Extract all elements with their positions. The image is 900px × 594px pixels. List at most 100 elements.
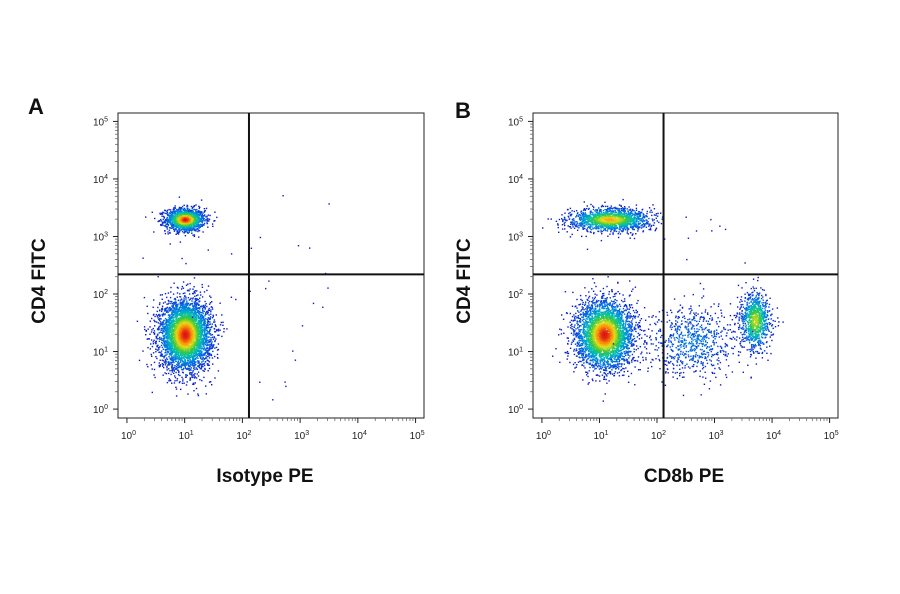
event-dot xyxy=(192,306,195,308)
event-dot xyxy=(166,347,169,350)
event-dot xyxy=(182,287,185,289)
event-dot xyxy=(173,369,175,371)
event-dot xyxy=(180,217,182,220)
event-dot xyxy=(217,328,220,330)
event-dot xyxy=(161,215,163,217)
event-dot xyxy=(193,349,196,351)
event-dot xyxy=(188,365,190,367)
event-dot xyxy=(180,288,183,290)
event-dot xyxy=(173,221,176,223)
event-dot xyxy=(192,226,195,228)
event-dot xyxy=(163,221,165,224)
event-dot xyxy=(194,326,197,329)
event-dot xyxy=(164,301,166,303)
event-dot xyxy=(190,226,193,228)
event-dot xyxy=(176,378,179,380)
event-dot xyxy=(187,220,189,222)
event-dot xyxy=(185,336,187,339)
event-dot xyxy=(214,377,216,379)
event-dot xyxy=(165,329,167,332)
event-dot xyxy=(208,314,210,316)
event-dot xyxy=(168,331,171,334)
event-dot xyxy=(160,220,163,222)
event-dot xyxy=(222,324,224,326)
event-dot xyxy=(165,331,167,334)
event-dot xyxy=(210,296,212,299)
event-dot xyxy=(210,381,212,383)
event-dot xyxy=(173,218,176,220)
event-dot xyxy=(192,345,194,347)
event-dot xyxy=(188,299,190,301)
event-dot xyxy=(170,217,172,219)
event-dot xyxy=(182,281,185,283)
event-dot xyxy=(197,365,199,367)
event-dot xyxy=(188,222,190,225)
event-dot xyxy=(204,321,206,324)
event-dot xyxy=(166,339,169,341)
event-dot xyxy=(180,299,182,301)
event-dot xyxy=(177,218,179,221)
event-dot xyxy=(166,381,169,384)
event-dot xyxy=(202,219,205,221)
event-dot xyxy=(188,231,190,233)
event-dot xyxy=(190,230,193,232)
event-dot xyxy=(164,325,167,328)
event-dot xyxy=(173,219,176,222)
event-dot xyxy=(197,335,200,337)
event-dot xyxy=(160,355,163,357)
event-dot xyxy=(158,329,160,331)
event-dot xyxy=(151,355,153,357)
event-dot xyxy=(193,353,195,356)
event-dot xyxy=(196,337,198,339)
event-dot xyxy=(195,226,197,228)
event-dot xyxy=(207,336,209,338)
event-dot xyxy=(174,313,176,316)
event-dot xyxy=(182,226,184,228)
event-dot xyxy=(177,213,180,215)
event-dot xyxy=(199,323,201,325)
event-dot xyxy=(194,212,196,214)
event-dot xyxy=(193,338,195,340)
event-dot xyxy=(190,345,193,347)
event-dot xyxy=(166,209,169,212)
event-dot xyxy=(189,369,191,371)
event-dot xyxy=(163,331,165,333)
event-dot xyxy=(200,350,203,352)
event-dot xyxy=(176,225,178,227)
event-dot xyxy=(192,352,194,355)
event-dot xyxy=(177,215,180,218)
event-dot xyxy=(188,219,191,222)
event-dot xyxy=(198,227,200,229)
event-dot xyxy=(151,345,154,348)
event-dot xyxy=(165,308,167,310)
event-dot xyxy=(178,343,180,345)
event-dot xyxy=(194,368,196,371)
event-dot xyxy=(202,311,204,313)
event-dot xyxy=(180,207,182,210)
event-dot xyxy=(194,290,196,292)
event-dot xyxy=(190,319,192,321)
event-dot xyxy=(155,351,157,353)
event-dot xyxy=(168,315,171,318)
event-dot xyxy=(195,338,198,341)
event-dot xyxy=(166,365,168,368)
event-dot xyxy=(176,209,179,211)
event-dot xyxy=(186,227,189,229)
event-dot xyxy=(184,224,187,226)
event-dot xyxy=(178,303,180,305)
event-dot xyxy=(157,326,160,329)
event-dot xyxy=(191,309,193,312)
event-dot xyxy=(174,223,176,225)
event-dot xyxy=(168,333,170,335)
event-dot xyxy=(175,349,178,352)
event-dot xyxy=(178,332,180,334)
event-dot xyxy=(200,217,202,219)
event-dot xyxy=(167,233,169,235)
event-dot xyxy=(205,312,207,314)
event-dot xyxy=(217,348,220,351)
event-dot xyxy=(182,219,185,222)
event-dot xyxy=(194,301,197,303)
event-dot xyxy=(199,329,202,331)
event-dot xyxy=(152,306,154,308)
event-dot xyxy=(164,345,166,348)
